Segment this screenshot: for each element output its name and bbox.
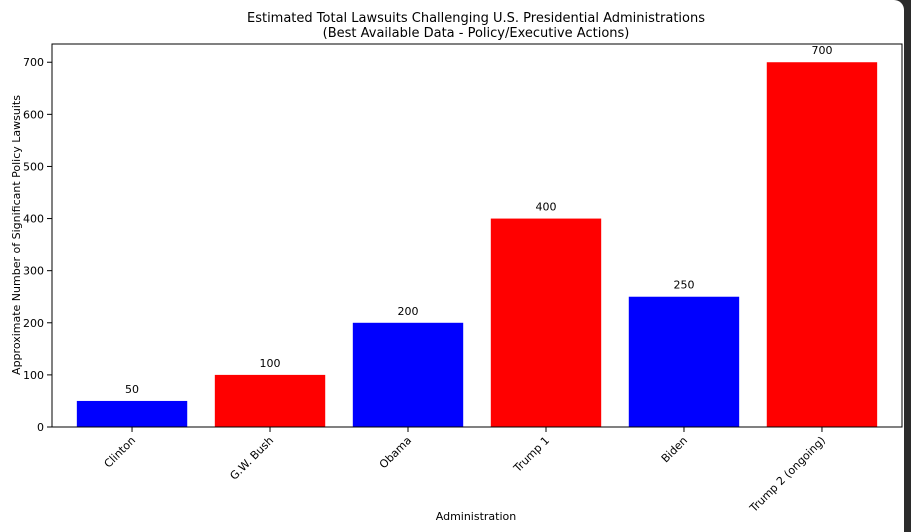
bar-obama <box>352 322 464 427</box>
bars <box>76 62 878 427</box>
y-tick-label: 0 <box>37 421 44 434</box>
bar-clinton <box>76 400 188 427</box>
bar-trump-1 <box>490 218 602 427</box>
y-tick-label: 200 <box>23 317 44 330</box>
x-tick-label: Obama <box>377 434 414 471</box>
y-tick-label: 600 <box>23 108 44 121</box>
bar-value-label: 400 <box>535 201 556 214</box>
chart-subtitle: (Best Available Data - Policy/Executive … <box>323 26 630 41</box>
y-tick-label: 400 <box>23 213 44 226</box>
x-tick-label: G.W. Bush <box>227 434 276 483</box>
bar-value-label: 250 <box>673 279 694 292</box>
x-tick-label: Clinton <box>102 434 139 471</box>
y-axis-label: Approximate Number of Significant Policy… <box>10 95 23 375</box>
plot-area-border <box>51 43 903 428</box>
bar-value-label: 50 <box>125 383 139 396</box>
x-axis-label: Administration <box>436 510 517 523</box>
y-tick-label: 700 <box>23 56 44 69</box>
y-tick-label: 300 <box>23 265 44 278</box>
chart-title: Estimated Total Lawsuits Challenging U.S… <box>247 11 705 26</box>
data-labels: 50 100 200 400 250 700 <box>125 44 832 396</box>
bar-value-label: 200 <box>398 305 419 318</box>
y-tick-label: 500 <box>23 160 44 173</box>
bar-trump-2-ongoing <box>766 62 878 427</box>
x-tick-label: Trump 1 <box>511 434 553 476</box>
x-tick-label: Trump 2 (ongoing) <box>747 434 829 516</box>
bar-value-label: 100 <box>260 357 281 370</box>
bar-g-w-bush <box>214 374 326 427</box>
bar-value-label: 700 <box>811 44 832 57</box>
x-axis-ticks: Clinton G.W. Bush Obama Trump 1 Biden Trump 2… <box>102 427 829 516</box>
y-tick-label: 100 <box>23 369 44 382</box>
bar-biden <box>628 296 740 427</box>
y-axis-ticks: 0 100 200 300 400 500 600 700 <box>23 56 52 434</box>
x-tick-label: Biden <box>659 434 690 465</box>
